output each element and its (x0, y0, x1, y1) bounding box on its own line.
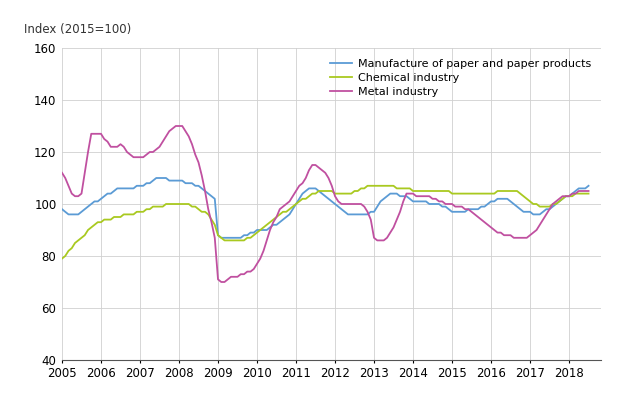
Manufacture of paper and paper products (516, 207, 524, 212)
Metal industry (58, 170, 66, 175)
Chemical industry (549, 202, 557, 206)
Manufacture of paper and paper products (58, 207, 66, 212)
Text: Index (2015=100): Index (2015=100) (24, 22, 131, 36)
Chemical industry (58, 256, 66, 261)
Metal industry (516, 235, 524, 240)
Line: Manufacture of paper and paper products: Manufacture of paper and paper products (62, 178, 588, 238)
Chemical industry (474, 191, 482, 196)
Chemical industry (582, 191, 589, 196)
Manufacture of paper and paper products (218, 235, 225, 240)
Metal industry (218, 280, 225, 284)
Legend: Manufacture of paper and paper products, Chemical industry, Metal industry: Manufacture of paper and paper products,… (328, 57, 593, 99)
Metal industry (477, 217, 485, 222)
Line: Metal industry: Metal industry (62, 126, 588, 282)
Metal industry (585, 189, 592, 194)
Manufacture of paper and paper products (477, 204, 485, 209)
Manufacture of paper and paper products (208, 194, 215, 198)
Manufacture of paper and paper products (153, 176, 160, 180)
Manufacture of paper and paper products (552, 202, 560, 206)
Chemical industry (513, 189, 521, 194)
Manufacture of paper and paper products (302, 189, 309, 194)
Chemical industry (445, 189, 453, 194)
Chemical industry (364, 183, 371, 188)
Manufacture of paper and paper products (448, 210, 456, 214)
Metal industry (172, 124, 179, 128)
Chemical industry (205, 212, 212, 217)
Metal industry (552, 199, 560, 204)
Metal industry (208, 220, 215, 224)
Chemical industry (585, 191, 592, 196)
Line: Chemical industry: Chemical industry (62, 186, 588, 258)
Metal industry (302, 176, 309, 180)
Metal industry (448, 202, 456, 206)
Manufacture of paper and paper products (585, 183, 592, 188)
